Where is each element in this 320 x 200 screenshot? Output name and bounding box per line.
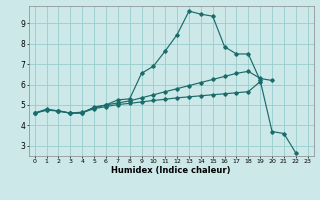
X-axis label: Humidex (Indice chaleur): Humidex (Indice chaleur) — [111, 166, 231, 175]
